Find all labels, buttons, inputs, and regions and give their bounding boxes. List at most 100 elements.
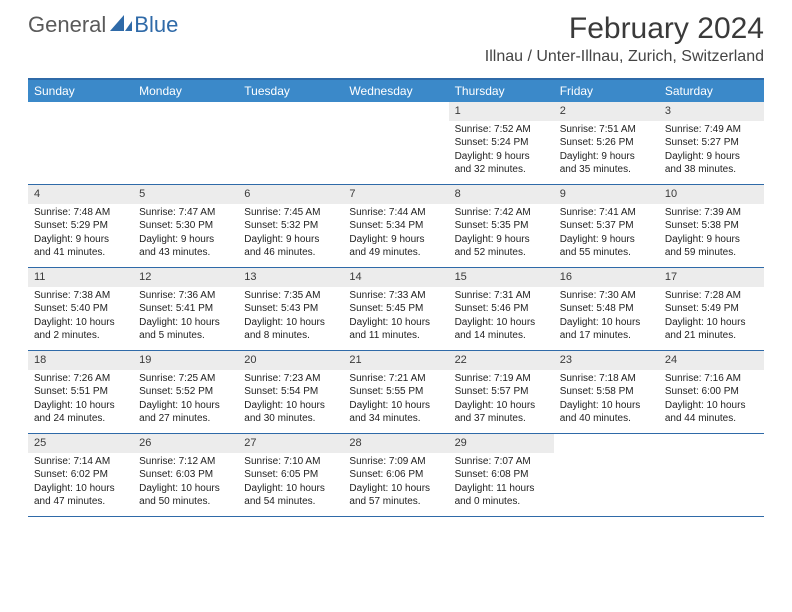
sunset-line: Sunset: 5:46 PM <box>455 302 548 316</box>
sunset-line: Sunset: 5:37 PM <box>560 219 653 233</box>
sunrise-line: Sunrise: 7:44 AM <box>349 206 442 220</box>
logo-text-general: General <box>28 12 106 38</box>
calendar-day: 22Sunrise: 7:19 AMSunset: 5:57 PMDayligh… <box>449 351 554 433</box>
daylight-line: Daylight: 10 hours and 34 minutes. <box>349 399 442 426</box>
calendar-day: 27Sunrise: 7:10 AMSunset: 6:05 PMDayligh… <box>238 434 343 516</box>
sunrise-line: Sunrise: 7:47 AM <box>139 206 232 220</box>
day-details: Sunrise: 7:45 AMSunset: 5:32 PMDaylight:… <box>238 204 343 264</box>
sunset-line: Sunset: 5:35 PM <box>455 219 548 233</box>
sunset-line: Sunset: 6:06 PM <box>349 468 442 482</box>
calendar-body: 1Sunrise: 7:52 AMSunset: 5:24 PMDaylight… <box>28 102 764 517</box>
day-details: Sunrise: 7:36 AMSunset: 5:41 PMDaylight:… <box>133 287 238 347</box>
daylight-line: Daylight: 10 hours and 57 minutes. <box>349 482 442 509</box>
sunrise-line: Sunrise: 7:41 AM <box>560 206 653 220</box>
sunset-line: Sunset: 5:30 PM <box>139 219 232 233</box>
weekday-header: Saturday <box>659 80 764 102</box>
day-details: Sunrise: 7:42 AMSunset: 5:35 PMDaylight:… <box>449 204 554 264</box>
day-details: Sunrise: 7:44 AMSunset: 5:34 PMDaylight:… <box>343 204 448 264</box>
daylight-line: Daylight: 9 hours and 38 minutes. <box>665 150 758 177</box>
sunset-line: Sunset: 5:57 PM <box>455 385 548 399</box>
sunrise-line: Sunrise: 7:28 AM <box>665 289 758 303</box>
calendar-day: 6Sunrise: 7:45 AMSunset: 5:32 PMDaylight… <box>238 185 343 267</box>
sunrise-line: Sunrise: 7:26 AM <box>34 372 127 386</box>
sunrise-line: Sunrise: 7:14 AM <box>34 455 127 469</box>
sunrise-line: Sunrise: 7:10 AM <box>244 455 337 469</box>
calendar-day <box>659 434 764 516</box>
sunrise-line: Sunrise: 7:16 AM <box>665 372 758 386</box>
daylight-line: Daylight: 10 hours and 5 minutes. <box>139 316 232 343</box>
sunset-line: Sunset: 5:32 PM <box>244 219 337 233</box>
sunset-line: Sunset: 5:41 PM <box>139 302 232 316</box>
calendar: SundayMondayTuesdayWednesdayThursdayFrid… <box>28 78 764 517</box>
sunset-line: Sunset: 6:03 PM <box>139 468 232 482</box>
sunrise-line: Sunrise: 7:19 AM <box>455 372 548 386</box>
day-number-bar: 16 <box>554 268 659 287</box>
day-details: Sunrise: 7:25 AMSunset: 5:52 PMDaylight:… <box>133 370 238 430</box>
daylight-line: Daylight: 10 hours and 27 minutes. <box>139 399 232 426</box>
sunrise-line: Sunrise: 7:18 AM <box>560 372 653 386</box>
day-details: Sunrise: 7:39 AMSunset: 5:38 PMDaylight:… <box>659 204 764 264</box>
day-number-bar: 15 <box>449 268 554 287</box>
day-number-bar: 25 <box>28 434 133 453</box>
day-details: Sunrise: 7:47 AMSunset: 5:30 PMDaylight:… <box>133 204 238 264</box>
daylight-line: Daylight: 9 hours and 41 minutes. <box>34 233 127 260</box>
daylight-line: Daylight: 9 hours and 59 minutes. <box>665 233 758 260</box>
calendar-day: 8Sunrise: 7:42 AMSunset: 5:35 PMDaylight… <box>449 185 554 267</box>
day-details: Sunrise: 7:30 AMSunset: 5:48 PMDaylight:… <box>554 287 659 347</box>
day-number-bar: 12 <box>133 268 238 287</box>
day-details: Sunrise: 7:16 AMSunset: 6:00 PMDaylight:… <box>659 370 764 430</box>
day-number-bar <box>28 102 133 121</box>
sunrise-line: Sunrise: 7:23 AM <box>244 372 337 386</box>
day-details: Sunrise: 7:10 AMSunset: 6:05 PMDaylight:… <box>238 453 343 513</box>
day-details: Sunrise: 7:31 AMSunset: 5:46 PMDaylight:… <box>449 287 554 347</box>
calendar-day: 16Sunrise: 7:30 AMSunset: 5:48 PMDayligh… <box>554 268 659 350</box>
weekday-header: Wednesday <box>343 80 448 102</box>
calendar-day: 29Sunrise: 7:07 AMSunset: 6:08 PMDayligh… <box>449 434 554 516</box>
day-number-bar: 24 <box>659 351 764 370</box>
day-number-bar: 20 <box>238 351 343 370</box>
day-number-bar: 17 <box>659 268 764 287</box>
calendar-day: 17Sunrise: 7:28 AMSunset: 5:49 PMDayligh… <box>659 268 764 350</box>
sunrise-line: Sunrise: 7:30 AM <box>560 289 653 303</box>
weekday-header: Thursday <box>449 80 554 102</box>
day-number-bar: 18 <box>28 351 133 370</box>
daylight-line: Daylight: 10 hours and 37 minutes. <box>455 399 548 426</box>
sunset-line: Sunset: 5:48 PM <box>560 302 653 316</box>
calendar-day: 2Sunrise: 7:51 AMSunset: 5:26 PMDaylight… <box>554 102 659 184</box>
sunset-line: Sunset: 5:26 PM <box>560 136 653 150</box>
daylight-line: Daylight: 9 hours and 49 minutes. <box>349 233 442 260</box>
day-details: Sunrise: 7:41 AMSunset: 5:37 PMDaylight:… <box>554 204 659 264</box>
sunset-line: Sunset: 5:55 PM <box>349 385 442 399</box>
daylight-line: Daylight: 9 hours and 35 minutes. <box>560 150 653 177</box>
calendar-day: 25Sunrise: 7:14 AMSunset: 6:02 PMDayligh… <box>28 434 133 516</box>
sunrise-line: Sunrise: 7:33 AM <box>349 289 442 303</box>
day-details: Sunrise: 7:21 AMSunset: 5:55 PMDaylight:… <box>343 370 448 430</box>
sunset-line: Sunset: 5:58 PM <box>560 385 653 399</box>
day-number-bar: 13 <box>238 268 343 287</box>
day-details: Sunrise: 7:38 AMSunset: 5:40 PMDaylight:… <box>28 287 133 347</box>
sunrise-line: Sunrise: 7:39 AM <box>665 206 758 220</box>
calendar-day: 23Sunrise: 7:18 AMSunset: 5:58 PMDayligh… <box>554 351 659 433</box>
sunrise-line: Sunrise: 7:07 AM <box>455 455 548 469</box>
day-number-bar: 27 <box>238 434 343 453</box>
day-number-bar: 6 <box>238 185 343 204</box>
calendar-day: 4Sunrise: 7:48 AMSunset: 5:29 PMDaylight… <box>28 185 133 267</box>
sunset-line: Sunset: 5:34 PM <box>349 219 442 233</box>
calendar-week: 25Sunrise: 7:14 AMSunset: 6:02 PMDayligh… <box>28 434 764 517</box>
calendar-day <box>28 102 133 184</box>
calendar-week: 11Sunrise: 7:38 AMSunset: 5:40 PMDayligh… <box>28 268 764 351</box>
day-number-bar <box>554 434 659 453</box>
day-number-bar: 5 <box>133 185 238 204</box>
day-number-bar: 7 <box>343 185 448 204</box>
month-title: February 2024 <box>485 12 764 46</box>
title-block: February 2024 Illnau / Unter-Illnau, Zur… <box>485 12 764 66</box>
day-details: Sunrise: 7:09 AMSunset: 6:06 PMDaylight:… <box>343 453 448 513</box>
calendar-week: 4Sunrise: 7:48 AMSunset: 5:29 PMDaylight… <box>28 185 764 268</box>
calendar-day: 15Sunrise: 7:31 AMSunset: 5:46 PMDayligh… <box>449 268 554 350</box>
weekday-header: Friday <box>554 80 659 102</box>
day-details: Sunrise: 7:51 AMSunset: 5:26 PMDaylight:… <box>554 121 659 181</box>
calendar-day: 11Sunrise: 7:38 AMSunset: 5:40 PMDayligh… <box>28 268 133 350</box>
calendar-day: 26Sunrise: 7:12 AMSunset: 6:03 PMDayligh… <box>133 434 238 516</box>
daylight-line: Daylight: 9 hours and 43 minutes. <box>139 233 232 260</box>
sunset-line: Sunset: 5:38 PM <box>665 219 758 233</box>
